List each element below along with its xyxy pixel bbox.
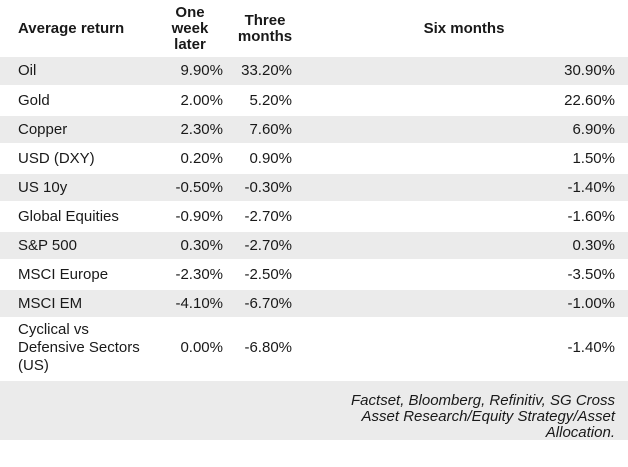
- asset-label: Oil: [18, 62, 37, 79]
- one-week-value: -4.10%: [175, 294, 223, 312]
- six-months-value: 6.90%: [572, 120, 615, 138]
- three-months-value: 7.60%: [249, 120, 292, 138]
- one-week-value: 9.90%: [180, 62, 223, 79]
- table-row: MSCI Europe -2.30% -2.50% -3.50%: [0, 260, 628, 289]
- asset-label: US 10y: [18, 178, 68, 196]
- three-months-value: 33.20%: [241, 62, 292, 79]
- asset-label: Copper: [18, 120, 68, 138]
- table-row: US 10y -0.50% -0.30% -1.40%: [0, 173, 628, 202]
- one-week-value: 0.20%: [180, 149, 223, 167]
- col-header-average-return: Average return: [18, 19, 125, 37]
- three-months-value: -0.30%: [244, 178, 292, 196]
- table-row: Copper 2.30% 7.60% 6.90%: [0, 115, 628, 144]
- asset-label: MSCI Europe: [18, 265, 109, 283]
- source-note: Factset, Bloomberg, Refinitiv, SG Cross …: [0, 381, 628, 441]
- one-week-value: 2.00%: [180, 91, 223, 109]
- three-months-value: -6.70%: [244, 294, 292, 312]
- six-months-value: -1.60%: [567, 207, 615, 225]
- three-months-value: -2.70%: [244, 236, 292, 254]
- six-months-value: -1.40%: [567, 178, 615, 196]
- one-week-value: 0.00%: [180, 339, 223, 356]
- col-header-one-week-later: One week later: [171, 3, 209, 53]
- one-week-value: -0.90%: [175, 207, 223, 225]
- asset-label: USD (DXY): [18, 149, 95, 167]
- six-months-value: 0.30%: [572, 236, 615, 254]
- six-months-value: 1.50%: [572, 149, 615, 167]
- table-row: MSCI EM -4.10% -6.70% -1.00%: [0, 289, 628, 318]
- one-week-value: 2.30%: [180, 120, 223, 138]
- one-week-value: 0.30%: [180, 236, 223, 254]
- header-row: Average return One week later Three mont…: [0, 0, 628, 57]
- asset-label: Global Equities: [18, 207, 119, 225]
- table-row: Cyclical vs Defensive Sectors (US) 0.00%…: [0, 318, 628, 378]
- one-week-value: -2.30%: [175, 265, 223, 283]
- six-months-value: 22.60%: [564, 91, 615, 109]
- average-returns-table: Average return One week later Three mont…: [0, 0, 628, 378]
- table-row: S&P 500 0.30% -2.70% 0.30%: [0, 231, 628, 260]
- table-row: Global Equities -0.90% -2.70% -1.60%: [0, 202, 628, 231]
- table-row: Oil 9.90% 33.20% 30.90%: [0, 57, 628, 86]
- six-months-value: -1.00%: [567, 294, 615, 312]
- asset-label: S&P 500: [18, 236, 77, 254]
- col-header-three-months: Three months: [237, 11, 293, 45]
- six-months-value: -1.40%: [567, 339, 615, 356]
- six-months-value: 30.90%: [564, 62, 615, 79]
- asset-label: Gold: [18, 91, 50, 109]
- three-months-value: -2.50%: [244, 265, 292, 283]
- three-months-value: -2.70%: [244, 207, 292, 225]
- three-months-value: 5.20%: [249, 91, 292, 109]
- table-row: USD (DXY) 0.20% 0.90% 1.50%: [0, 144, 628, 173]
- three-months-value: 0.90%: [249, 149, 292, 167]
- source-note-text: Factset, Bloomberg, Refinitiv, SG Cross …: [351, 392, 615, 441]
- one-week-value: -0.50%: [175, 178, 223, 196]
- table-row: Gold 2.00% 5.20% 22.60%: [0, 86, 628, 115]
- six-months-value: -3.50%: [567, 265, 615, 283]
- col-header-six-months: Six months: [423, 19, 505, 37]
- asset-label: MSCI EM: [18, 294, 83, 312]
- three-months-value: -6.80%: [244, 339, 292, 356]
- asset-label: Cyclical vs Defensive Sectors (US): [18, 321, 140, 374]
